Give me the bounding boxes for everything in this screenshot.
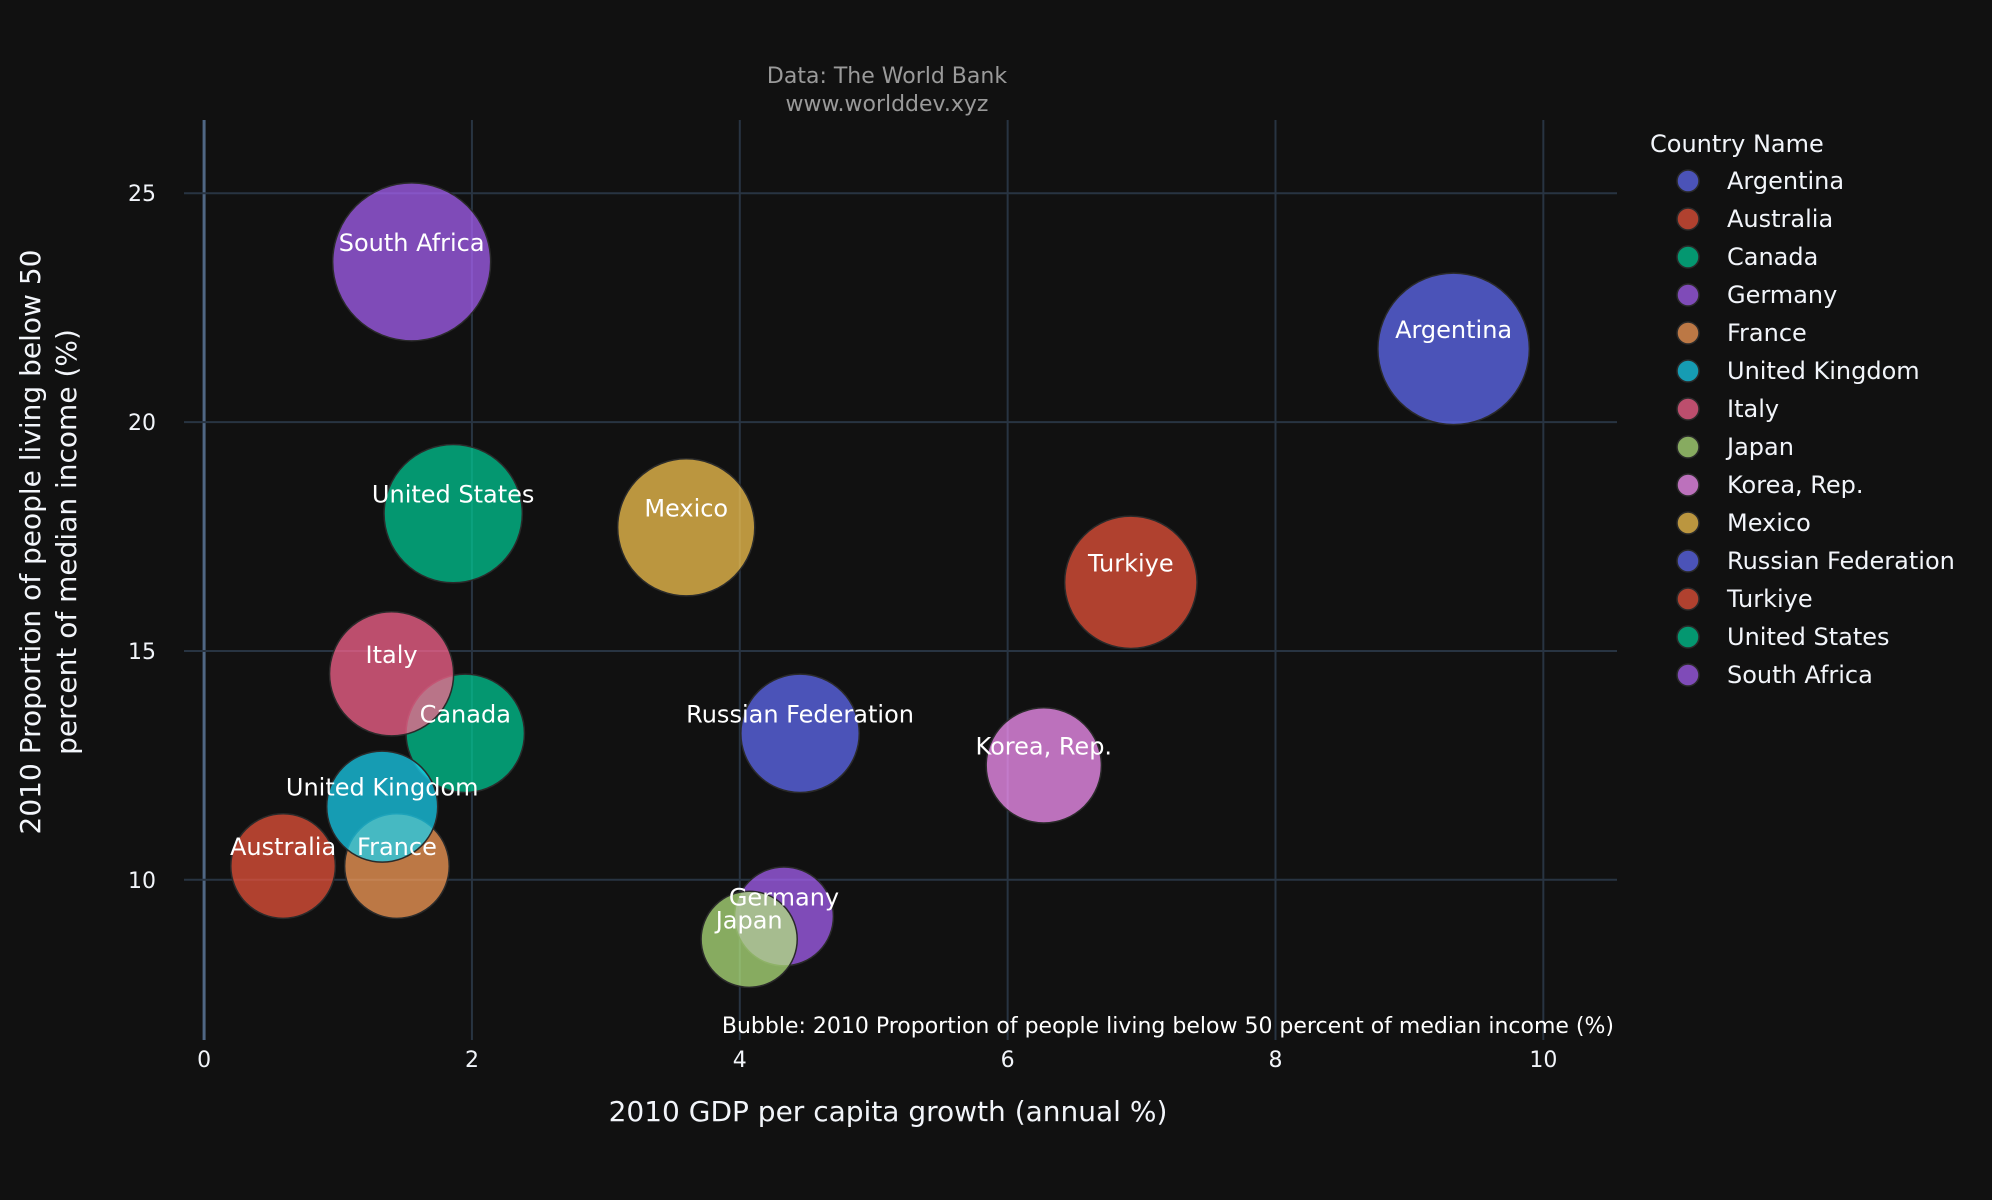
legend-marker — [1676, 359, 1700, 383]
bubble-argentina[interactable] — [1377, 272, 1531, 426]
bubble-label-australia: Australia — [230, 833, 336, 861]
legend-label: United States — [1727, 623, 1890, 651]
bubble-size-note: Bubble: 2010 Proportion of people living… — [722, 1014, 1614, 1039]
y-tick-label: 15 — [128, 640, 156, 665]
bubble-label-korea-rep: Korea, Rep. — [976, 732, 1113, 760]
bubble-italy[interactable] — [328, 611, 455, 737]
legend-marker — [1676, 397, 1700, 421]
bubble-label-canada: Canada — [420, 700, 511, 728]
legend-label: Italy — [1727, 395, 1779, 423]
legend-marker — [1676, 625, 1700, 649]
legend-item-japan[interactable]: Japan — [1676, 433, 1794, 461]
bubble-label-russian-federation: Russian Federation — [686, 700, 914, 728]
legend-item-russian-federation[interactable]: Russian Federation — [1676, 547, 1955, 575]
legend-item-mexico[interactable]: Mexico — [1676, 509, 1811, 537]
y-tick-labels: 10 15 20 25 — [128, 182, 156, 894]
x-tick-label: 6 — [1001, 1048, 1015, 1073]
legend-marker — [1676, 663, 1700, 687]
legend-label: Russian Federation — [1727, 547, 1955, 575]
x-tick-label: 0 — [197, 1048, 211, 1073]
bubble-japan[interactable] — [700, 890, 798, 989]
bubble-turkiye[interactable] — [1063, 515, 1198, 650]
legend-marker — [1676, 207, 1700, 231]
bubble-united-states[interactable] — [383, 443, 524, 584]
legend-marker — [1676, 435, 1700, 459]
legend-item-united-states[interactable]: United States — [1676, 623, 1890, 651]
bubble-label-argentina: Argentina — [1395, 316, 1512, 344]
bubble-label-italy: Italy — [366, 641, 418, 669]
legend-label: Korea, Rep. — [1727, 471, 1864, 499]
legend-label: Argentina — [1727, 167, 1844, 195]
bubble-korea-rep[interactable] — [985, 707, 1103, 824]
legend-marker — [1676, 473, 1700, 497]
bubble-russian-federation[interactable] — [740, 673, 861, 794]
legend-item-korea-rep[interactable]: Korea, Rep. — [1676, 471, 1864, 499]
legend-item-argentina[interactable]: Argentina — [1676, 167, 1844, 195]
y-tick-label: 20 — [128, 411, 156, 436]
legend-item-australia[interactable]: Australia — [1676, 205, 1833, 233]
legend-title: Country Name — [1650, 130, 1824, 158]
legend-item-turkiye[interactable]: Turkiye — [1676, 585, 1813, 613]
legend-label: Australia — [1727, 205, 1833, 233]
legend-label: Canada — [1727, 243, 1818, 271]
legend-label: Japan — [1725, 433, 1794, 461]
x-axis-title: 2010 GDP per capita growth (annual %) — [609, 1095, 1168, 1128]
bubble-label-france: France — [357, 833, 437, 861]
legend-marker — [1676, 587, 1700, 611]
legend-marker — [1676, 321, 1700, 345]
bubble-label-south-africa: South Africa — [339, 229, 485, 257]
legend-marker — [1676, 283, 1700, 307]
legend-item-south-africa[interactable]: South Africa — [1676, 661, 1873, 689]
bubble-label-mexico: Mexico — [644, 494, 728, 522]
legend-item-canada[interactable]: Canada — [1676, 243, 1818, 271]
legend-item-germany[interactable]: Germany — [1676, 281, 1837, 309]
y-tick-label: 25 — [128, 182, 156, 207]
x-tick-label: 2 — [465, 1048, 479, 1073]
legend-item-united-kingdom[interactable]: United Kingdom — [1676, 357, 1920, 385]
bubble-mexico[interactable] — [616, 458, 756, 597]
bubble-south-africa[interactable] — [331, 182, 492, 342]
legend-label: France — [1727, 319, 1807, 347]
bubbles — [230, 182, 1531, 989]
legend-item-italy[interactable]: Italy — [1676, 395, 1779, 423]
legend-label: Mexico — [1727, 509, 1811, 537]
x-tick-label: 10 — [1529, 1048, 1557, 1073]
y-axis-title-line-2: percent of median income (%) — [50, 329, 83, 755]
bubble-label-japan: Japan — [714, 906, 783, 934]
bubble-labels: Argentina Australia Canada Germany France Uni… — [230, 229, 1512, 934]
source-line-2: www.worlddev.xyz — [786, 92, 989, 117]
y-axis-title: 2010 Proportion of people living below 5… — [14, 250, 83, 835]
bubble-label-united-states: United States — [372, 481, 535, 509]
y-tick-label: 10 — [128, 869, 156, 894]
legend-label: United Kingdom — [1727, 357, 1920, 385]
legend: Country Name Argentina Australia Canada Ger… — [1650, 130, 1955, 689]
legend-label: South Africa — [1727, 661, 1873, 689]
bubble-label-germany: Germany — [729, 883, 839, 911]
x-tick-labels: 0 2 4 6 8 10 — [197, 1048, 1557, 1073]
source-line-1: Data: The World Bank — [767, 64, 1007, 89]
x-tick-label: 4 — [733, 1048, 747, 1073]
legend-marker — [1676, 169, 1700, 193]
bubble-australia[interactable] — [230, 813, 337, 920]
legend-marker — [1676, 511, 1700, 535]
y-axis-title-line-1: 2010 Proportion of people living below 5… — [14, 250, 47, 835]
bubble-label-united-kingdom: United Kingdom — [286, 774, 479, 802]
legend-label: Turkiye — [1726, 585, 1813, 613]
legend-marker — [1676, 549, 1700, 573]
legend-marker — [1676, 245, 1700, 269]
x-tick-label: 8 — [1268, 1048, 1282, 1073]
bubble-united-kingdom[interactable] — [325, 750, 439, 863]
bubble-label-turkiye: Turkiye — [1087, 549, 1174, 577]
legend-label: Germany — [1727, 281, 1837, 309]
legend-item-france[interactable]: France — [1676, 319, 1807, 347]
